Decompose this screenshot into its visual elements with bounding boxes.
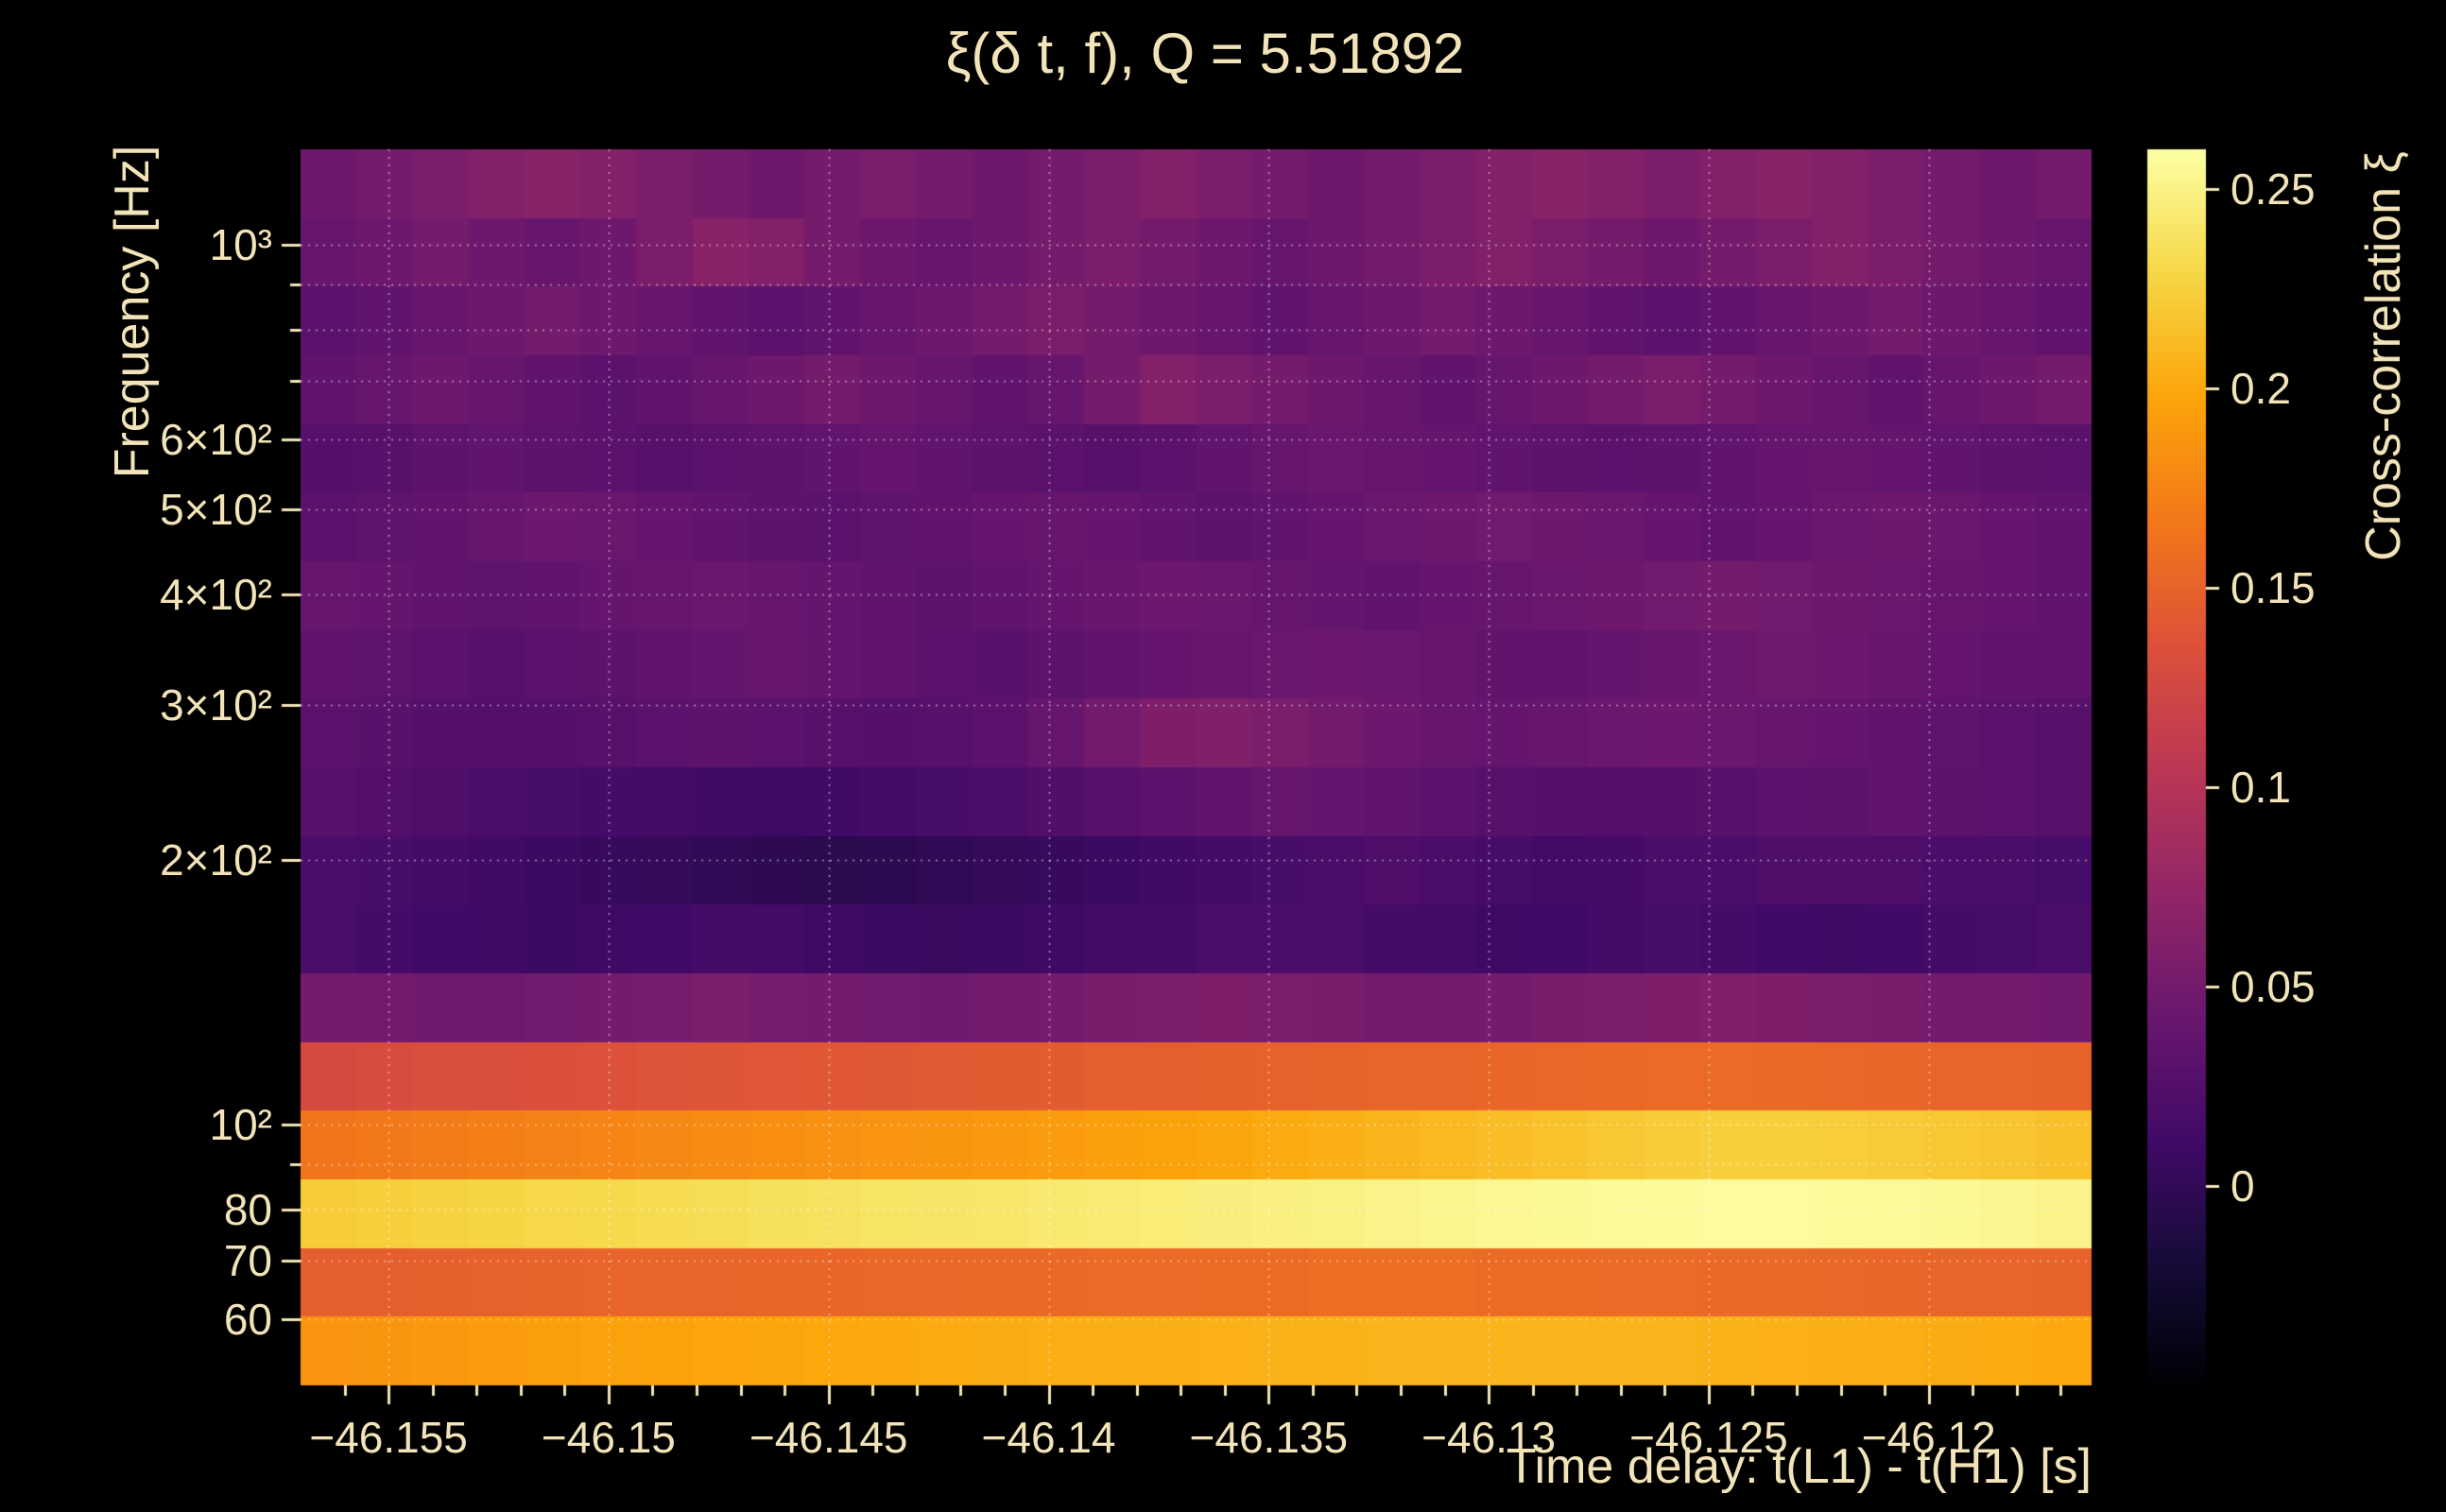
colorbar-tick-label: 0.05 [2231, 962, 2316, 1012]
x-tick-label: −46.145 [749, 1413, 908, 1462]
x-tick-label: −46.135 [1189, 1413, 1349, 1462]
y-tick-label: 10² [209, 1099, 272, 1149]
colorbar-title: Cross-correlation ξ [2356, 151, 2411, 561]
y-tick-label: 10³ [209, 219, 272, 269]
y-tick-label: 70 [223, 1235, 272, 1285]
chart-title: ξ(δ t, f), Q = 5.51892 [945, 22, 1465, 85]
x-tick-label: −46.15 [541, 1413, 676, 1462]
y-axis-title: Frequency [Hz] [105, 145, 160, 479]
y-tick-label: 3×10² [160, 679, 272, 730]
y-tick-label: 80 [223, 1184, 272, 1234]
colorbar-tick-label: 0.15 [2231, 563, 2316, 613]
y-tick-label: 60 [223, 1295, 272, 1345]
x-tick-label: −46.14 [981, 1413, 1116, 1462]
x-tick-label: −46.13 [1421, 1413, 1557, 1462]
y-tick-label: 5×10² [160, 485, 272, 535]
x-tick-label: −46.125 [1629, 1413, 1788, 1462]
y-tick-label: 6×10² [160, 415, 272, 465]
colorbar-tick-label: 0.25 [2231, 164, 2316, 215]
y-tick-label: 4×10² [160, 570, 272, 620]
x-axis-title: Time delay: t(L1) - t(H1) [s] [1506, 1439, 2092, 1494]
x-tick-label: −46.12 [1861, 1413, 1996, 1462]
x-tick-label: −46.155 [309, 1413, 468, 1462]
colorbar-tick-label: 0.2 [2231, 364, 2291, 414]
colorbar-tick-label: 0 [2231, 1161, 2255, 1211]
y-tick-label: 2×10² [160, 834, 272, 885]
colorbar-tick-label: 0.1 [2231, 763, 2291, 813]
